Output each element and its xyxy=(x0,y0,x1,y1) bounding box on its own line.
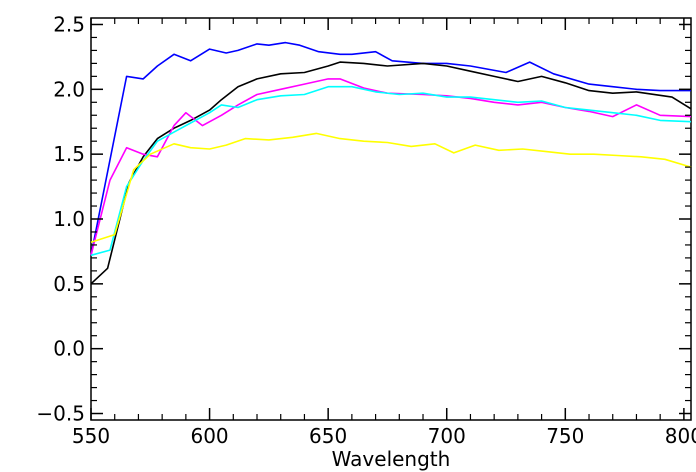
x-tick-label: 650 xyxy=(309,424,347,448)
series-line-4 xyxy=(90,132,692,244)
tick-labels-layer: 550 600 650 700 750 800 −0.5 0.0 0.5 1.0 1.5 2.0 2.5 xyxy=(36,12,696,448)
series-line-0 xyxy=(90,41,691,256)
y-tick-label: 2.5 xyxy=(53,12,85,36)
x-tick-label: 700 xyxy=(428,424,466,448)
ticks-layer xyxy=(90,18,691,420)
y-tick-label: 0.5 xyxy=(53,272,85,296)
series-line-3 xyxy=(90,85,692,257)
x-tick-label: 600 xyxy=(190,424,228,448)
series-layer xyxy=(90,41,692,285)
x-tick-label: 550 xyxy=(72,424,110,448)
y-tick-label: 1.0 xyxy=(53,207,85,231)
series-line-1 xyxy=(90,61,692,285)
y-tick-label: 0.0 xyxy=(53,337,85,361)
x-axis-title: Wavelength xyxy=(332,447,451,471)
y-tick-label: −0.5 xyxy=(36,402,85,426)
x-tick-label: 750 xyxy=(546,424,584,448)
x-tick-label: 800 xyxy=(665,424,696,448)
y-tick-label: 1.5 xyxy=(53,142,85,166)
y-tick-label: 2.0 xyxy=(53,77,85,101)
plot-area-frame xyxy=(90,17,692,421)
